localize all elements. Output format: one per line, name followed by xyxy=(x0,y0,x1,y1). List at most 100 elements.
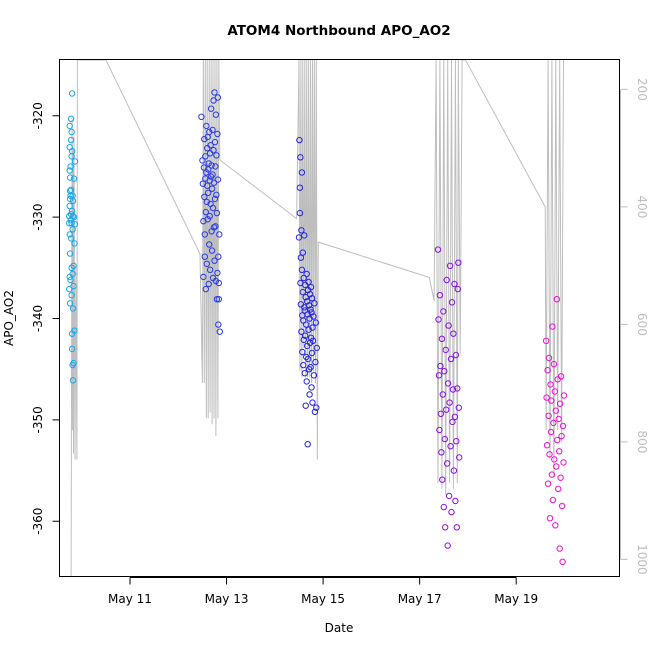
data-point xyxy=(449,418,456,426)
data-point xyxy=(67,115,75,123)
data-point xyxy=(553,463,560,470)
y-tick-label: -330 xyxy=(31,204,45,231)
data-point xyxy=(446,262,454,269)
data-point xyxy=(213,191,220,199)
data-point xyxy=(305,302,313,309)
data-point xyxy=(453,524,460,531)
data-point xyxy=(437,362,444,370)
data-point xyxy=(69,212,77,220)
data-point xyxy=(454,385,461,392)
y2-tick-label: 400 xyxy=(635,195,649,218)
data-point xyxy=(306,291,314,298)
data-point xyxy=(308,349,316,357)
data-point xyxy=(206,241,213,248)
data-point xyxy=(546,515,554,522)
data-point xyxy=(201,135,208,143)
chart-title: ATOM4 Northbound APO_AO2 xyxy=(227,23,450,39)
data-point xyxy=(66,220,73,227)
data-point xyxy=(66,285,73,293)
data-point xyxy=(450,330,457,337)
data-point xyxy=(67,163,74,170)
data-point xyxy=(303,378,310,385)
data-point xyxy=(296,209,304,217)
data-point xyxy=(554,436,561,444)
data-point xyxy=(550,419,557,427)
data-point xyxy=(297,154,304,161)
data-point xyxy=(69,226,76,233)
data-point xyxy=(208,247,216,254)
data-point xyxy=(555,485,562,492)
data-point xyxy=(215,279,223,287)
data-point xyxy=(455,259,462,266)
data-point xyxy=(199,157,206,164)
data-point xyxy=(300,361,307,369)
data-point xyxy=(71,240,78,247)
data-point xyxy=(552,522,559,529)
data-point xyxy=(69,377,77,384)
data-point xyxy=(201,253,209,260)
data-point xyxy=(452,497,459,505)
data-point xyxy=(310,313,317,320)
data-point xyxy=(451,280,458,288)
data-point xyxy=(299,288,306,296)
data-point xyxy=(308,295,316,302)
data-point xyxy=(447,355,455,363)
data-point xyxy=(308,384,315,391)
data-point xyxy=(207,142,214,149)
data-point xyxy=(212,163,219,170)
data-point xyxy=(448,508,455,516)
data-point xyxy=(298,266,306,273)
data-point xyxy=(298,169,306,176)
data-point xyxy=(305,278,312,286)
data-point xyxy=(311,408,319,415)
data-point xyxy=(312,319,320,326)
data-point xyxy=(555,415,562,423)
data-point xyxy=(295,234,303,241)
data-point xyxy=(559,558,566,565)
data-point xyxy=(210,97,217,104)
data-point xyxy=(309,399,316,406)
data-point xyxy=(549,496,557,504)
data-point xyxy=(300,274,307,282)
data-point xyxy=(299,249,306,256)
data-point xyxy=(70,282,77,290)
data-point xyxy=(66,167,73,174)
data-point xyxy=(215,253,222,260)
data-point xyxy=(312,358,319,366)
axes-layer: May 11 May 13 May 15 May 17 May 19 -320 -330 -3… xyxy=(31,78,649,606)
data-point xyxy=(209,204,217,212)
data-point xyxy=(545,412,552,419)
data-point xyxy=(210,224,218,231)
data-point xyxy=(448,299,456,306)
data-point xyxy=(445,492,453,500)
x-tick-label: May 17 xyxy=(398,592,442,606)
data-point xyxy=(444,380,452,387)
data-point xyxy=(439,476,446,483)
series-1 xyxy=(66,90,79,384)
data-point xyxy=(551,456,558,463)
data-point xyxy=(447,443,454,450)
data-point xyxy=(444,542,451,549)
data-point xyxy=(456,454,463,461)
data-point xyxy=(309,337,317,344)
data-point xyxy=(553,296,560,303)
data-point xyxy=(203,122,210,130)
data-point xyxy=(546,451,553,458)
data-point xyxy=(67,235,75,242)
data-point xyxy=(66,300,74,307)
data-point xyxy=(303,353,310,361)
data-point xyxy=(299,348,306,356)
data-point xyxy=(69,270,76,278)
data-point xyxy=(557,373,565,380)
data-point xyxy=(449,386,457,393)
data-point xyxy=(543,442,551,449)
data-point xyxy=(558,502,566,510)
data-point xyxy=(68,264,75,271)
data-point xyxy=(205,166,212,173)
y-tick-label: -320 xyxy=(31,102,45,129)
data-point xyxy=(211,195,219,203)
data-point xyxy=(548,397,555,404)
data-point xyxy=(307,364,314,371)
data-point xyxy=(198,113,205,121)
